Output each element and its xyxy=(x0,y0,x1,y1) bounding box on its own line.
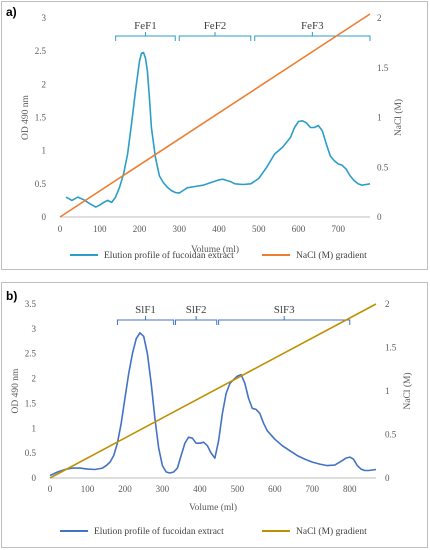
fraction-label: FeF3 xyxy=(301,20,324,32)
x-tick-label: 200 xyxy=(133,224,147,234)
y-left-axis-title: OD 490 nm xyxy=(21,94,31,139)
y-left-tick-label: 1.5 xyxy=(35,113,47,123)
elution-profile-line xyxy=(49,331,377,477)
x-tick-label: 500 xyxy=(231,484,245,494)
legend-label: Elution profile of fucoidan extract xyxy=(94,526,224,537)
y-left-tick-label: 3.5 xyxy=(25,299,37,309)
y-right-tick-label: 0 xyxy=(377,212,382,222)
y-right-axis-title: NaCl (M) xyxy=(393,99,404,136)
nacl-gradient-line xyxy=(59,13,371,218)
y-left-tick-label: 1 xyxy=(32,423,37,433)
x-tick-label: 700 xyxy=(306,484,320,494)
panel-label: a) xyxy=(6,5,17,19)
y-left-tick-label: 1.5 xyxy=(25,398,37,408)
y-left-tick-label: 2.5 xyxy=(35,46,47,56)
y-right-tick-label: 1.5 xyxy=(377,63,389,73)
x-tick-label: 200 xyxy=(118,484,132,494)
x-tick-label: 800 xyxy=(343,484,357,494)
x-tick-label: 400 xyxy=(212,224,226,234)
y-right-tick-label: 1.5 xyxy=(385,343,397,353)
y-right-axis-title: NaCl (M) xyxy=(402,372,413,409)
x-tick-label: 300 xyxy=(172,224,186,234)
y-right-tick-label: 1 xyxy=(377,113,382,123)
y-right-tick-label: 2 xyxy=(377,13,382,23)
y-left-tick-label: 2 xyxy=(32,374,37,384)
fraction-bracket xyxy=(115,35,176,41)
y-left-tick-label: 0.5 xyxy=(25,448,37,458)
y-left-tick-label: 0 xyxy=(32,473,37,483)
y-right-tick-label: 0.5 xyxy=(385,430,397,440)
x-tick-label: 500 xyxy=(252,224,266,234)
legend-label: NaCl (M) gradient xyxy=(296,250,367,261)
fraction-bracket xyxy=(116,319,175,325)
x-tick-label: 0 xyxy=(58,224,63,234)
legend-label: Elution profile of fucoidan extract xyxy=(104,250,234,261)
y-right-tick-label: 0.5 xyxy=(377,162,389,172)
fraction-bracket xyxy=(254,35,371,41)
y-left-tick-label: 0 xyxy=(42,212,47,222)
fraction-label: FeF2 xyxy=(204,20,227,32)
y-right-tick-label: 2 xyxy=(385,299,390,309)
y-left-axis-title: OD 490 nm xyxy=(11,368,21,413)
y-right-tick-label: 1 xyxy=(385,386,390,396)
x-axis-title: Volume (ml) xyxy=(191,244,239,255)
panel-a-frame xyxy=(1,1,428,270)
y-left-tick-label: 2.5 xyxy=(25,349,37,359)
panel-b-frame xyxy=(1,282,428,548)
fraction-bracket xyxy=(178,35,252,41)
y-left-tick-label: 2 xyxy=(42,79,47,89)
y-left-tick-label: 3 xyxy=(32,324,37,334)
legend-label: NaCl (M) gradient xyxy=(296,526,367,537)
nacl-gradient-line xyxy=(49,303,377,479)
y-left-tick-label: 3 xyxy=(42,13,47,23)
x-tick-label: 600 xyxy=(292,224,306,234)
fraction-label: SlF2 xyxy=(186,304,207,316)
x-tick-label: 100 xyxy=(81,484,95,494)
x-tick-label: 600 xyxy=(268,484,282,494)
x-tick-label: 100 xyxy=(93,224,107,234)
x-tick-label: 700 xyxy=(331,224,345,234)
fraction-bracket xyxy=(218,319,351,325)
x-axis-title: Volume (ml) xyxy=(189,502,237,513)
x-tick-label: 300 xyxy=(156,484,170,494)
y-left-tick-label: 0.5 xyxy=(35,179,47,189)
x-tick-label: 0 xyxy=(48,484,53,494)
panel-label: b) xyxy=(6,289,17,303)
y-left-tick-label: 1 xyxy=(42,146,47,156)
y-right-tick-label: 0 xyxy=(385,473,390,483)
fraction-label: FeF1 xyxy=(134,20,157,32)
x-tick-label: 400 xyxy=(193,484,207,494)
fraction-label: SlF1 xyxy=(135,304,156,316)
elution-profile-line xyxy=(65,51,371,208)
fraction-label: SlF3 xyxy=(274,304,295,316)
fraction-bracket xyxy=(175,319,218,325)
